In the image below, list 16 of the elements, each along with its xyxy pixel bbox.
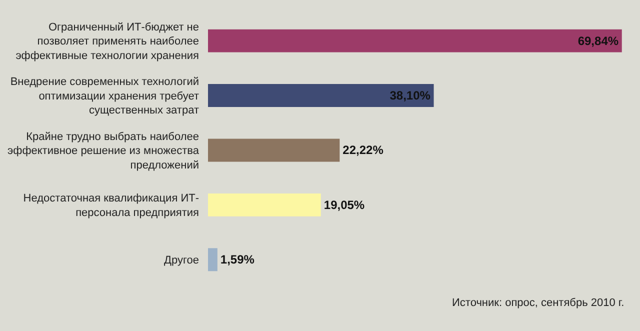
data-label: 69,84% <box>578 34 619 48</box>
text: Источник: опрос, сентябрь 2010 г. <box>452 297 624 309</box>
data-label: 19,05% <box>324 198 365 212</box>
bar <box>208 29 622 52</box>
bar <box>208 84 434 108</box>
y-tick-label: Внедрение современных технологий оптимизации хранения требует существенных затрат <box>10 76 199 117</box>
data-label: 38,10% <box>390 88 431 103</box>
y-tick-label: Ограниченный ИТ-бюджет не позволяет применять наиболее эффективные технологии хранения <box>16 21 200 62</box>
y-tick-label: Крайне трудно выбрать наиболее эффективное решение из множества предложений <box>8 130 200 172</box>
bar <box>208 138 340 162</box>
y-tick-label: Другое <box>164 254 199 266</box>
data-label: 22,22% <box>342 143 384 158</box>
y-tick-label: Недостаточная квалификация ИТ-персонала предприятия <box>23 192 200 219</box>
data-label: 1,59% <box>220 252 255 267</box>
bar <box>208 248 218 272</box>
bar <box>208 193 321 216</box>
